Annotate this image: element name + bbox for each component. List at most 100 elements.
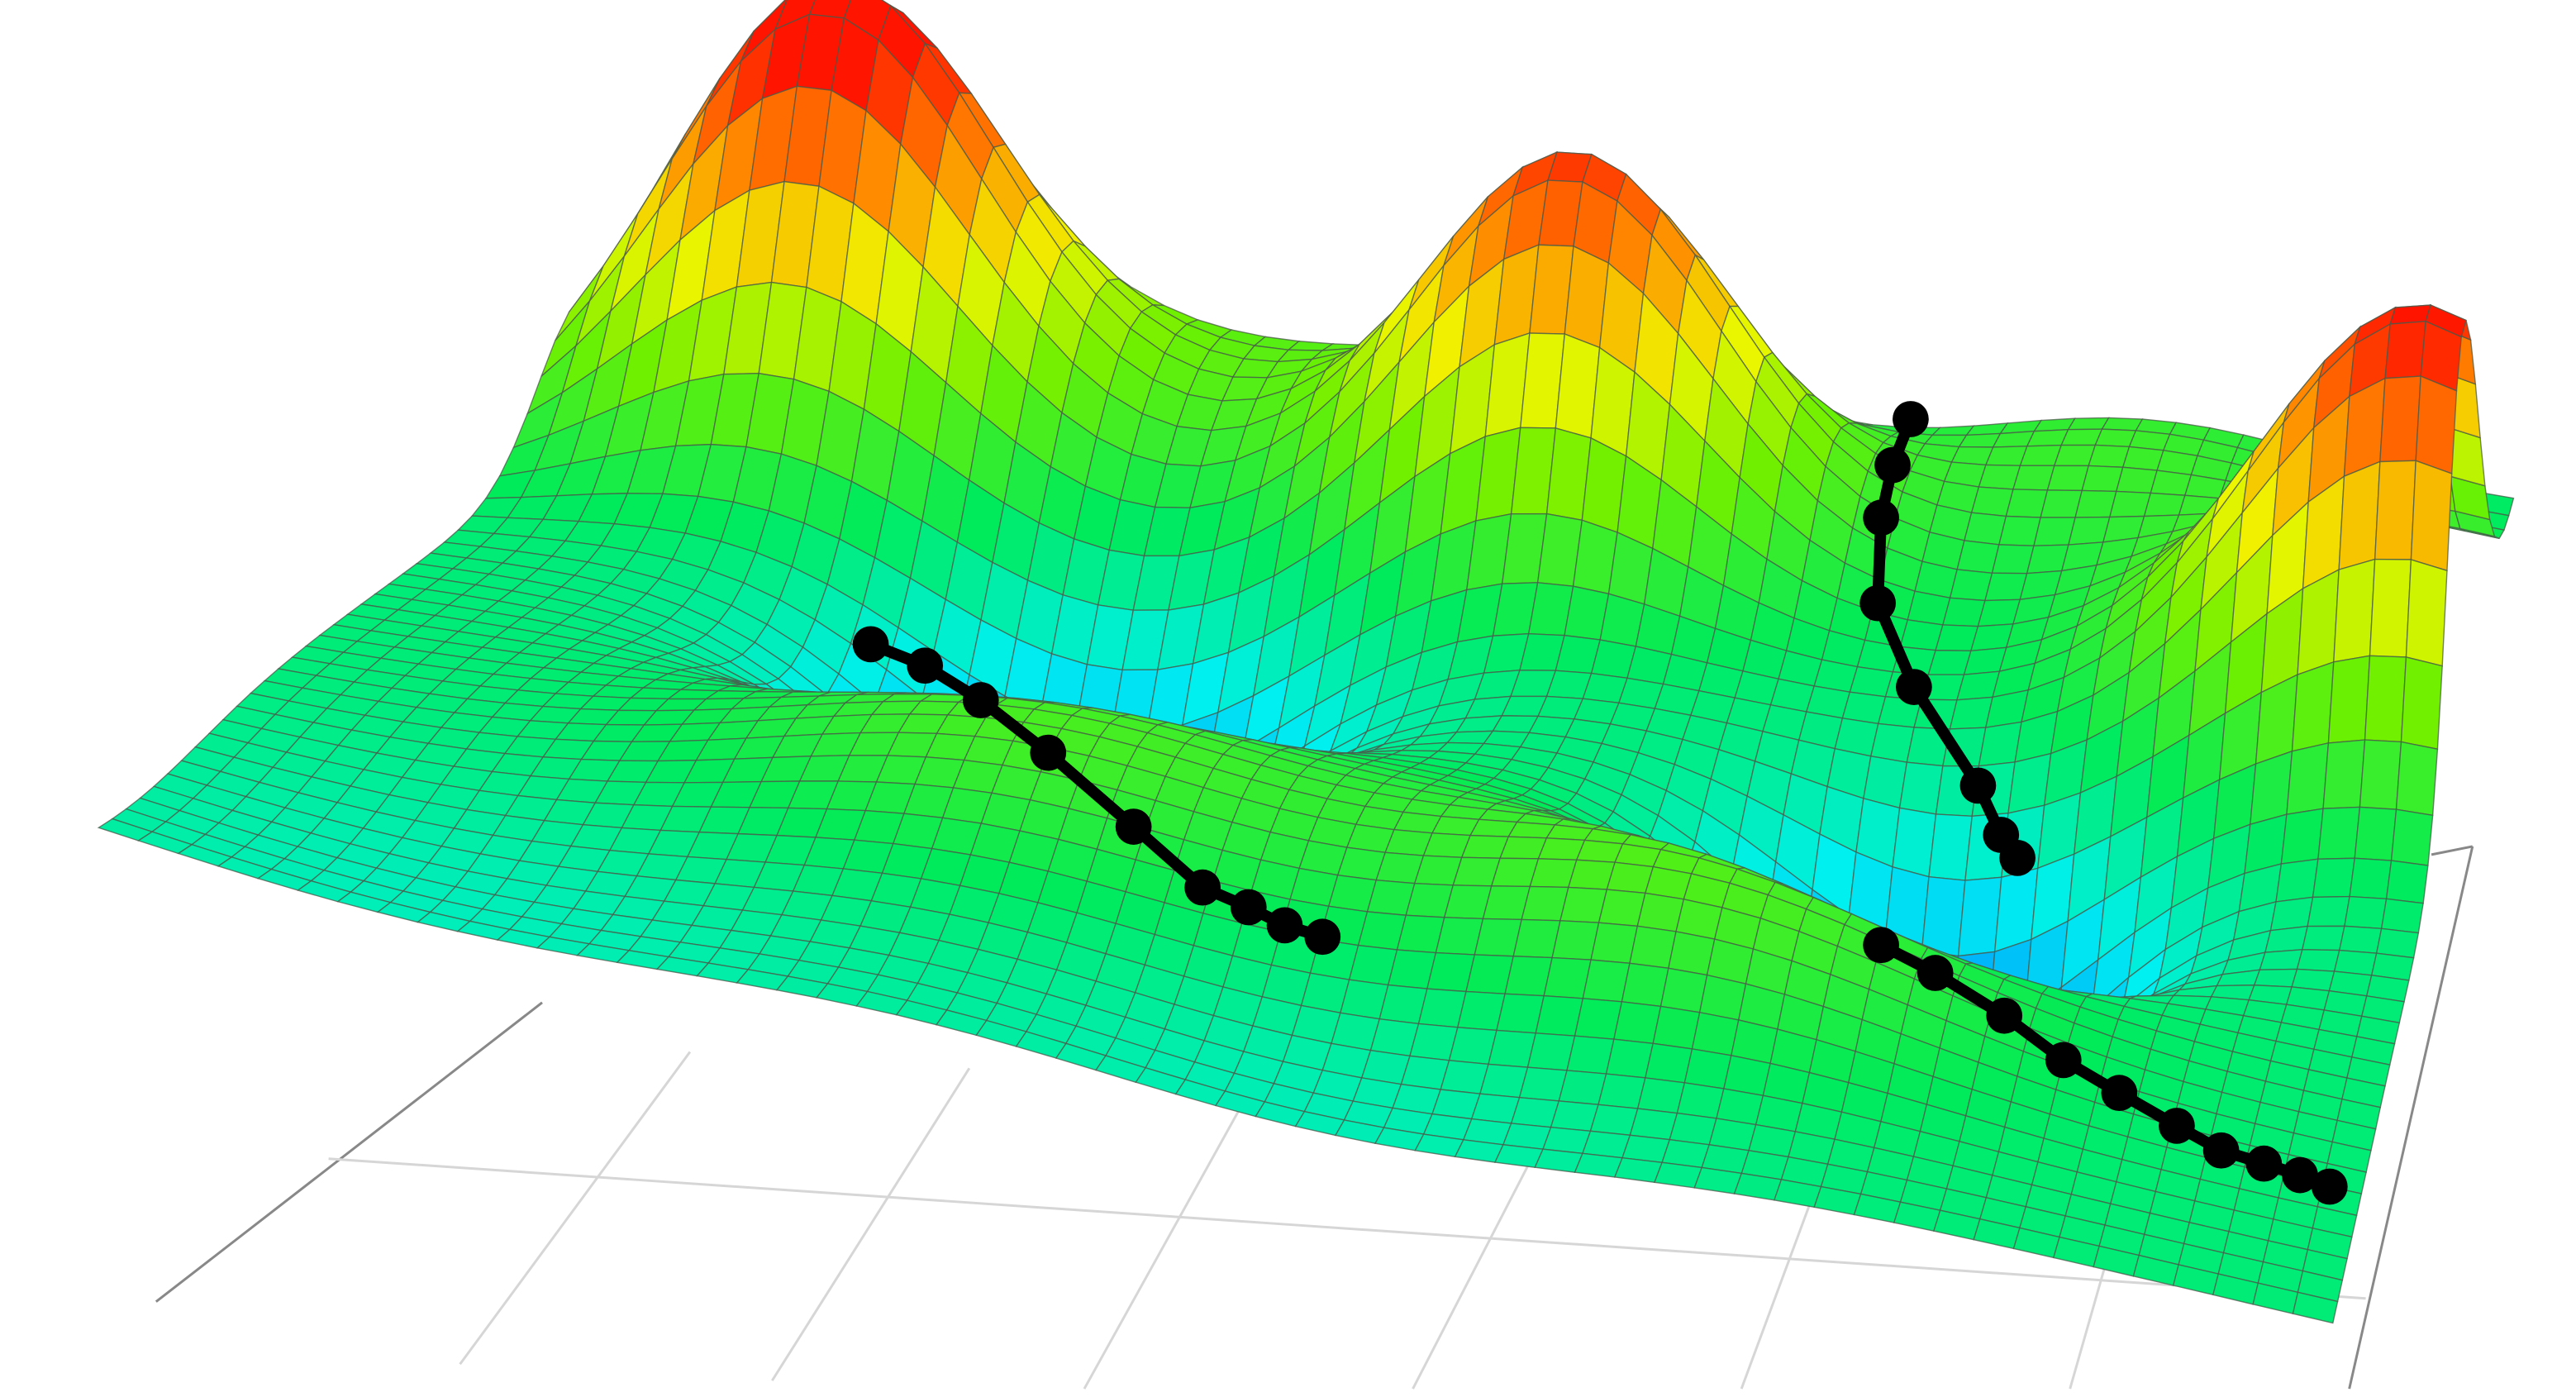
surface-cell — [1613, 1156, 1664, 1184]
surface-cell — [2275, 858, 2319, 903]
surface-cell — [2296, 949, 2340, 972]
floor-line — [2431, 845, 2474, 856]
floor-line — [155, 1001, 543, 1303]
surface-cell — [2390, 808, 2434, 866]
descent-step — [1030, 734, 1067, 771]
surface-cell — [2150, 470, 2193, 496]
floor-line — [1083, 1092, 1250, 1390]
floor-line — [1412, 1133, 1545, 1390]
floor-grid — [155, 845, 2474, 1390]
surface-cell — [2410, 460, 2453, 572]
surface-cell — [1629, 925, 1677, 970]
surface-cell — [2380, 898, 2424, 934]
surface-cell — [1534, 1148, 1583, 1173]
surface-cell — [1668, 931, 1716, 976]
descent-step — [962, 682, 999, 718]
floor-line — [2348, 846, 2474, 1390]
floor-line — [771, 1067, 971, 1381]
surface-cell — [1645, 1042, 1693, 1084]
surface-cell — [2327, 655, 2371, 744]
surface-cell — [2384, 320, 2426, 379]
surface-cell — [2121, 446, 2164, 471]
surface-cell — [1892, 807, 1937, 878]
surface-cell — [2369, 558, 2412, 658]
descent-step — [1304, 918, 1341, 956]
surface-cell — [2395, 741, 2439, 817]
surface-cell — [1613, 1001, 1662, 1045]
descent-step — [2282, 1156, 2318, 1194]
surface-cell — [2364, 655, 2407, 743]
surface-cell — [1652, 1005, 1701, 1050]
surface-cell — [2269, 896, 2314, 932]
descent-paths — [852, 401, 2348, 1205]
surface-cell — [2088, 444, 2131, 468]
surface-cell — [1605, 1038, 1655, 1079]
descent-step — [1896, 669, 1932, 705]
surface-cell — [2385, 860, 2429, 904]
surface-cell — [2307, 895, 2350, 927]
floor-line — [328, 1157, 2366, 1300]
descent-step — [2045, 1042, 2082, 1079]
surface — [97, 0, 2515, 1324]
surface-cell — [2354, 806, 2397, 861]
descent-step — [1959, 767, 1997, 804]
surface-cell — [2338, 925, 2383, 954]
surface-cell — [2322, 739, 2366, 809]
descent-step — [1266, 907, 1303, 944]
surface-cell — [1574, 1152, 1624, 1178]
surface-cell — [2259, 949, 2303, 970]
surface-cell — [2292, 1291, 2339, 1324]
surface-cell — [2301, 925, 2345, 951]
surface-cell — [2415, 375, 2458, 474]
descent-dots — [852, 401, 2348, 1205]
surface-cell — [1676, 1082, 1725, 1119]
surface-cell — [1636, 892, 1685, 932]
descent-step — [1184, 869, 1221, 906]
surface-cell — [1629, 1108, 1678, 1141]
surface-cell — [2286, 741, 2330, 815]
surface-cell — [1493, 1144, 1545, 1168]
surface-cell — [1589, 1104, 1639, 1137]
surface-cell — [2280, 808, 2324, 865]
surface-cell — [1928, 813, 1974, 881]
surface-cell — [2344, 895, 2388, 930]
surface-cell — [1654, 1161, 1703, 1189]
floor-line — [459, 1051, 692, 1366]
surface-cell — [2405, 559, 2448, 667]
descent-step — [1999, 839, 2036, 876]
descent-step — [2245, 1145, 2283, 1182]
surface-cell — [2312, 857, 2356, 899]
descent-step — [1986, 997, 2023, 1034]
surface-cell — [1636, 1077, 1686, 1114]
descent-step — [1874, 446, 1911, 484]
descent-step — [1863, 499, 1899, 536]
descent-step — [1863, 927, 1899, 964]
surface-cell — [1921, 875, 1966, 957]
descent-step — [2101, 1075, 2138, 1112]
surface-cell — [2317, 806, 2361, 860]
surface-cell — [1683, 1048, 1732, 1089]
surface-cell — [2143, 492, 2186, 517]
surface-cell — [2359, 739, 2402, 810]
descent-step — [907, 647, 944, 684]
descent-step — [1230, 889, 1267, 926]
descent-step — [2202, 1132, 2240, 1169]
descent-step — [852, 626, 889, 663]
surface-cell — [2264, 925, 2309, 953]
descent-step — [2159, 1108, 2195, 1144]
surface-cell — [2081, 465, 2124, 493]
surface-cell — [1691, 1011, 1740, 1056]
descent-step — [1893, 401, 1929, 437]
descent-step — [1917, 955, 1954, 991]
surface-cell — [2374, 460, 2416, 560]
surface-cell — [1598, 1073, 1646, 1109]
surface-cell — [2379, 375, 2421, 463]
descent-step — [1859, 584, 1897, 622]
descent-step — [2311, 1168, 2348, 1205]
surface-cell — [2115, 466, 2158, 494]
surface-cell — [2349, 857, 2393, 900]
descent-step — [1115, 808, 1152, 845]
surface-cell — [2333, 558, 2376, 663]
